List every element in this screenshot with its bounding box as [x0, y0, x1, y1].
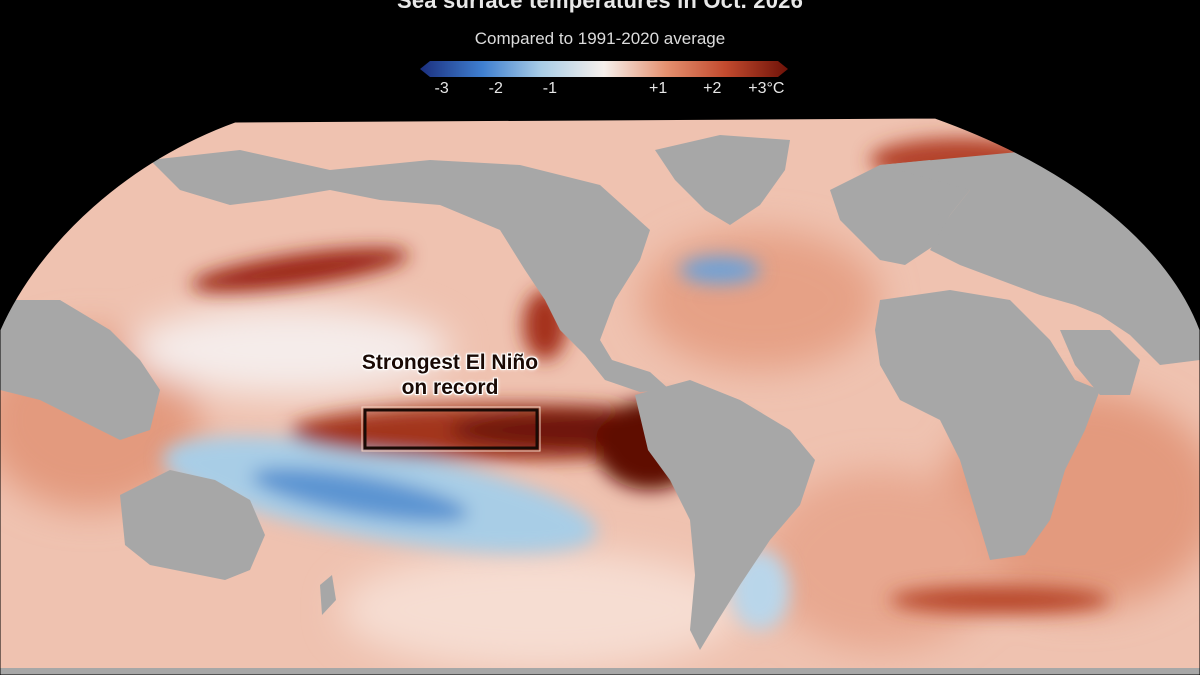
color-scale-bar: [420, 61, 788, 77]
land-greenland: [655, 135, 790, 225]
globe-outline: [0, 118, 1200, 675]
anomaly-warm-north-atlantic: [640, 230, 880, 370]
anomaly-cool-north-atlantic: [680, 256, 760, 284]
scale-tick-label: -3: [434, 80, 449, 97]
anomaly-hot-north-pacific: [191, 247, 409, 293]
scale-tick-label: +1: [648, 80, 668, 97]
el-nino-annotation: Strongest El Niño on record: [320, 350, 580, 400]
anomaly-hot-southern-ocean: [890, 586, 1110, 614]
land-arabia: [1060, 330, 1140, 395]
world-map: [0, 118, 1200, 675]
scale-tick-label: -2: [488, 80, 503, 97]
annotation-line-1: Strongest El Niño: [361, 351, 539, 374]
scale-tick-label: +2: [703, 80, 722, 97]
el-nino-region-box-outline: [361, 406, 541, 452]
land-new-zealand: [320, 575, 336, 615]
land-maritime-asia: [0, 300, 160, 440]
land-north-america: [150, 150, 670, 392]
map-subtitle: Compared to 1991-2020 average: [474, 29, 726, 48]
annotation-line-2: on record: [401, 376, 499, 399]
anomaly-neutral-south-pacific: [340, 550, 740, 670]
map-title: Sea surface temperatures in Oct. 2026: [396, 0, 804, 13]
anomaly-cool-north-pacific: [130, 305, 450, 395]
scale-tick-label: +3°C: [748, 80, 785, 97]
scale-tick-label: -1: [542, 80, 557, 97]
land-antarctica: [0, 668, 1200, 675]
land-europe: [830, 160, 970, 265]
color-scale-gradient: [420, 61, 788, 77]
anomaly-cold-south-pacific-core: [251, 467, 469, 523]
world-map-svg: [0, 118, 1200, 675]
land-south-america: [635, 380, 815, 650]
color-scale-ticks: -3 -2 -1 +1 +2 +3°C: [0, 80, 1200, 100]
land-masses: [0, 135, 1200, 675]
land-africa: [875, 290, 1100, 560]
land-australia: [120, 470, 265, 580]
el-nino-region-box: [363, 408, 539, 450]
